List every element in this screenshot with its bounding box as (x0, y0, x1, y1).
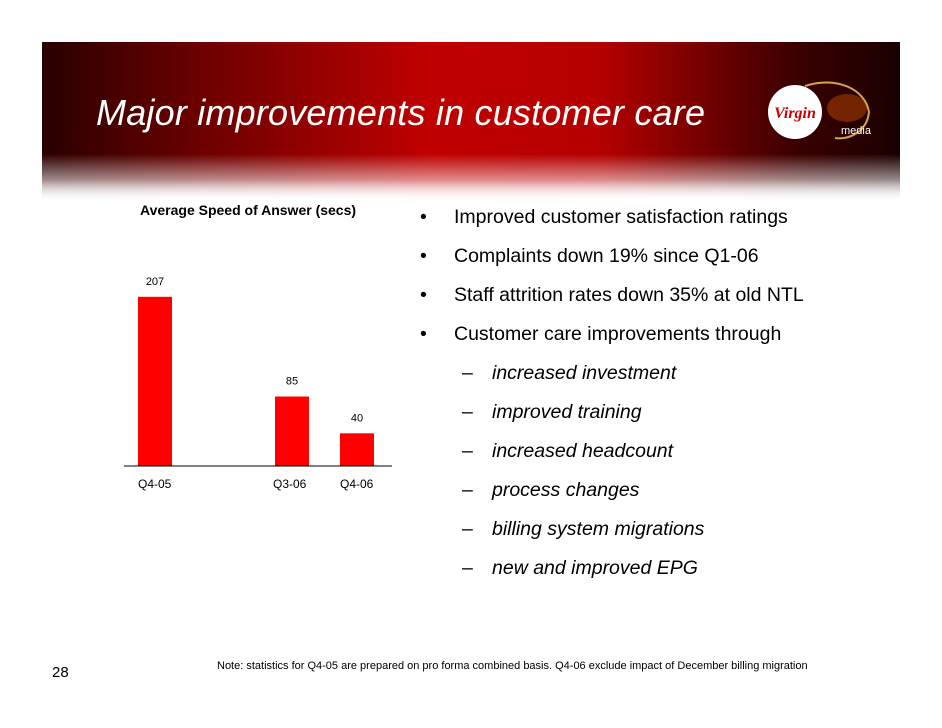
bar-q4-06 (340, 433, 374, 466)
sub-bullet-item: increased headcount (418, 440, 898, 479)
bar-q4-05 (138, 296, 172, 466)
virgin-media-logo: Virgin media (768, 81, 872, 140)
value-label-q4-06: 40 (351, 412, 363, 424)
bullet-item: Customer care improvements through (418, 323, 898, 362)
bullet-item: Complaints down 19% since Q1-06 (418, 245, 898, 284)
sub-bullet-item: increased investment (418, 362, 898, 401)
slide-title: Major improvements in customer care (96, 92, 706, 133)
svg-text:media: media (841, 125, 872, 137)
bullet-item: Improved customer satisfaction ratings (418, 206, 898, 245)
svg-text:Virgin: Virgin (774, 105, 816, 122)
x-tick-label-q4-06: Q4-06 (340, 477, 374, 491)
bar-chart: 207 85 40 Q4-05 Q3-06 Q4-06 (124, 276, 392, 491)
x-tick-label-q4-05: Q4-05 (138, 477, 172, 491)
x-tick-label-q3-06: Q3-06 (273, 477, 307, 491)
value-label-q3-06: 85 (286, 376, 298, 388)
sub-bullet-item: new and improved EPG (418, 557, 898, 596)
chart-title: Average Speed of Answer (secs) (140, 202, 357, 218)
sub-bullet-item: process changes (418, 479, 898, 518)
header-band (42, 42, 900, 202)
bullet-item: Staff attrition rates down 35% at old NT… (418, 284, 898, 323)
sub-bullet-item: improved training (418, 401, 898, 440)
page-number: 28 (52, 664, 69, 681)
sub-bullet-item: billing system migrations (418, 518, 898, 557)
value-label-q4-05: 207 (146, 276, 164, 288)
footnote: Note: statistics for Q4-05 are prepared … (217, 660, 808, 672)
bullet-list: Improved customer satisfaction ratings C… (418, 206, 898, 596)
bar-q3-06 (275, 396, 309, 466)
